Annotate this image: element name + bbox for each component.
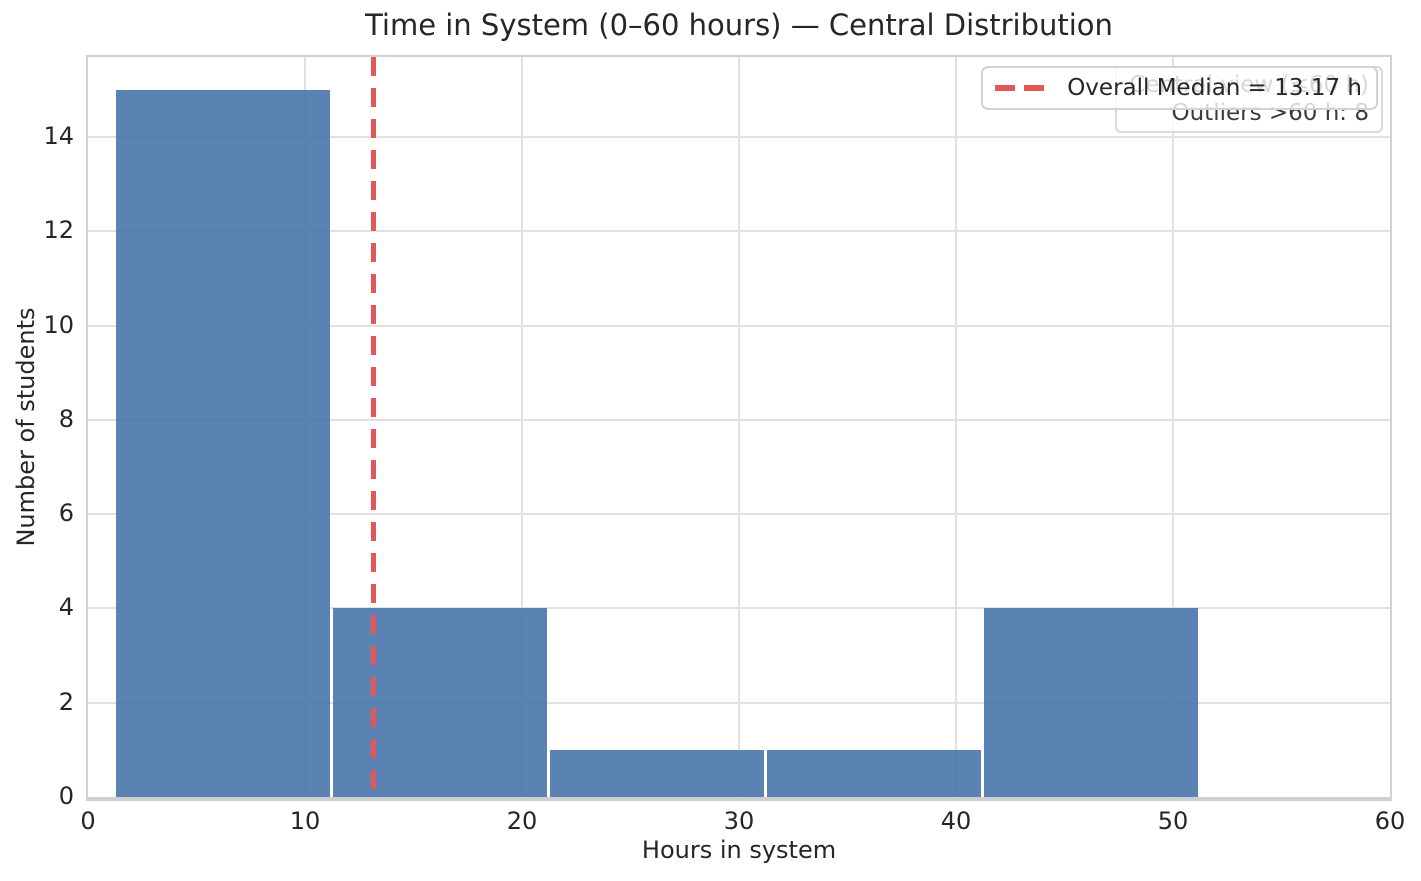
y-axis-label: Number of students (12, 307, 40, 547)
x-tick-label-0: 0 (80, 807, 96, 835)
histogram-bar-2 (549, 749, 764, 797)
legend: Overall Median = 13.17 h (981, 66, 1378, 110)
y-tick-label-6: 6 (58, 499, 74, 528)
legend-label-median: Overall Median = 13.17 h (1067, 75, 1362, 101)
y-tick-label-8: 8 (58, 404, 74, 433)
histogram-bar-1 (332, 608, 547, 797)
y-tick-label-2: 2 (58, 687, 74, 716)
histogram-bar-0 (115, 90, 330, 797)
x-tick-label-50: 50 (1157, 807, 1189, 835)
gridline-x-20 (521, 57, 523, 797)
x-tick-label-20: 20 (506, 807, 538, 835)
chart-title: Time in System (0–60 hours) — Central Di… (365, 8, 1113, 42)
gridline-x-40 (955, 57, 957, 797)
median-line-legend-swatch (995, 85, 1046, 91)
median-line (371, 57, 377, 797)
plot-area: Central view (≤60 h) Outliers >60 h: 8 O… (43, 55, 1405, 835)
histogram-bar-4 (983, 608, 1198, 797)
gridline-x-30 (738, 57, 740, 797)
y-tick-label-4: 4 (58, 593, 74, 622)
x-axis-label: Hours in system (641, 836, 837, 864)
x-tick-label-30: 30 (723, 807, 755, 835)
x-tick-label-40: 40 (940, 807, 972, 835)
y-tick-label-12: 12 (43, 216, 74, 245)
gridline-x-50 (1172, 57, 1174, 797)
y-tick-label-0: 0 (58, 781, 74, 810)
y-tick-label-10: 10 (43, 310, 74, 339)
x-tick-label-10: 10 (289, 807, 321, 835)
y-tick-label-14: 14 (43, 122, 74, 151)
histogram-bar-3 (766, 749, 981, 797)
x-tick-label-60: 60 (1374, 807, 1406, 835)
